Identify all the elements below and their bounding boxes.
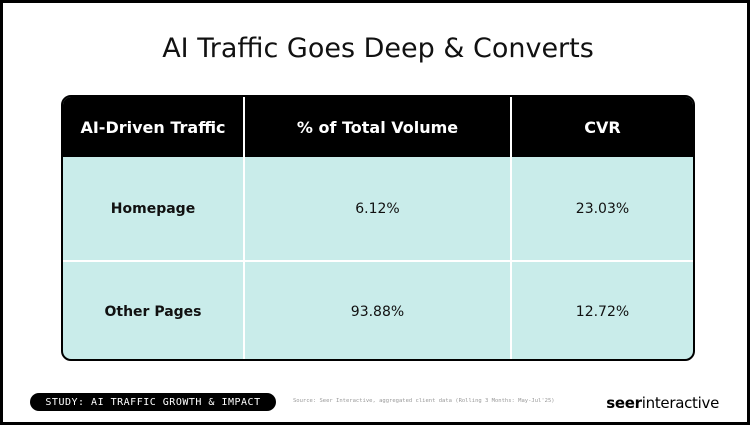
header-row: AI-Driven Traffic % of Total Volume CVR xyxy=(63,97,693,157)
table: AI-Driven Traffic % of Total Volume CVR … xyxy=(61,95,695,361)
source-note: Source: Seer Interactive, aggregated cli… xyxy=(293,398,555,404)
brand-bold: seer xyxy=(606,394,642,412)
cell: 12.72% xyxy=(575,303,630,320)
row-label: Homepage xyxy=(63,157,245,260)
brand-light: interactive xyxy=(641,394,720,412)
column-header: % of Total Volume xyxy=(245,97,512,157)
brand-logo: seerinteractive xyxy=(606,394,719,412)
cell: 6.12% xyxy=(245,157,512,260)
title: AI Traffic Goes Deep & Converts xyxy=(162,33,594,64)
table-row: Homepage 6.12% 23.03% xyxy=(63,157,693,262)
cell: 93.88% xyxy=(245,262,512,359)
row-label: Other Pages xyxy=(63,262,245,359)
cell: 23.03% xyxy=(575,200,630,217)
table-row: Other Pages 93.88% 12.72% xyxy=(63,262,693,359)
column-header: CVR xyxy=(584,117,621,137)
column-header: AI-Driven Traffic xyxy=(63,97,245,157)
study-label: STUDY: AI TRAFFIC GROWTH & IMPACT xyxy=(30,393,276,411)
